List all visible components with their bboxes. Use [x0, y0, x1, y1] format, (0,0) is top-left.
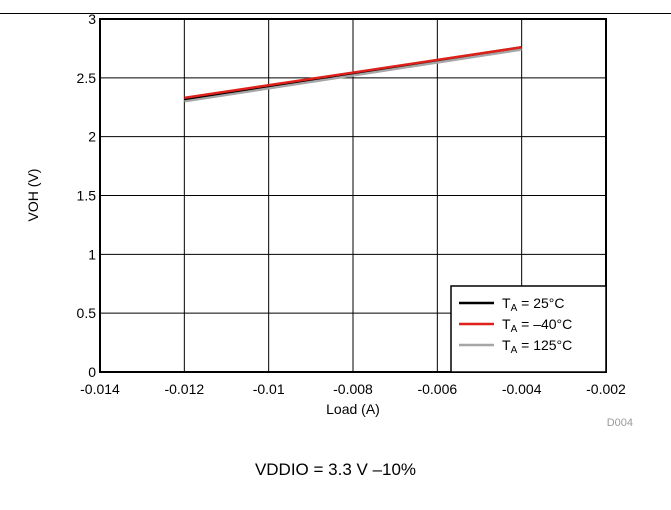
y-tick-label: 0: [88, 364, 96, 380]
caption: VDDIO = 3.3 V –10%: [254, 460, 417, 479]
y-tick-label: 0.5: [77, 305, 97, 321]
series-line: [184, 46, 522, 100]
figure-id: D004: [607, 417, 633, 429]
series-lines: [184, 46, 522, 103]
y-tick-label: 2: [88, 129, 96, 145]
y-tick-label: 2.5: [77, 70, 97, 86]
x-tick-label: -0.01: [253, 381, 285, 397]
x-tick-label: -0.004: [502, 381, 542, 397]
top-rule: [0, 13, 671, 14]
y-tick-label: 3: [88, 11, 96, 27]
series-line: [184, 48, 522, 103]
x-axis-label: Load (A): [326, 401, 380, 417]
y-tick-labels: 0 0.5 1 1.5 2 2.5 3: [77, 11, 97, 380]
y-tick-label: 1.5: [77, 188, 97, 204]
voh-vs-load-chart: -0.014 -0.012 -0.01 -0.008 -0.006 -0.004 -0.00…: [25, 11, 633, 429]
y-tick-label: 1: [88, 246, 96, 262]
x-tick-label: -0.008: [333, 381, 373, 397]
y-axis-label: VOH (V): [25, 169, 41, 222]
legend-label: TA = 125°C: [502, 337, 572, 356]
x-tick-label: -0.002: [586, 381, 626, 397]
plot-frame: [99, 18, 607, 373]
legend: TA = 25°C TA = –40°C TA = 125°C: [450, 285, 607, 373]
x-tick-label: -0.006: [417, 381, 457, 397]
legend-box: [450, 285, 607, 373]
x-tick-label: -0.012: [164, 381, 204, 397]
x-tick-labels: -0.014 -0.012 -0.01 -0.008 -0.006 -0.004 -0.00…: [80, 381, 626, 397]
x-tick-label: -0.014: [80, 381, 120, 397]
legend-label: TA = –40°C: [502, 316, 572, 335]
legend-label: TA = 25°C: [502, 295, 564, 314]
